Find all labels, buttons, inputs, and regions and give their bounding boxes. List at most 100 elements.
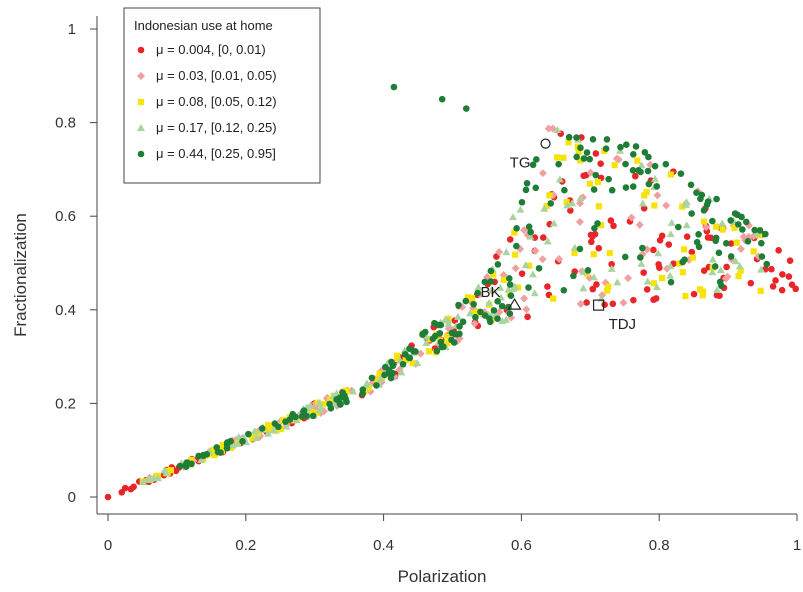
data-point <box>630 296 637 304</box>
data-point <box>481 312 489 319</box>
data-point <box>563 201 572 209</box>
data-point <box>727 240 735 247</box>
data-point <box>531 246 540 255</box>
data-point <box>252 434 261 442</box>
data-point <box>118 489 126 496</box>
data-point <box>490 271 497 278</box>
data-point <box>327 396 334 403</box>
data-point <box>576 245 584 253</box>
data-point <box>644 167 652 175</box>
data-point <box>631 172 639 180</box>
data-point <box>700 218 708 225</box>
data-point <box>737 267 744 274</box>
data-point <box>681 246 688 253</box>
data-point <box>579 284 588 292</box>
data-point <box>611 162 618 169</box>
data-point <box>716 278 724 286</box>
data-point <box>217 449 224 456</box>
y-tick-label: 1 <box>68 21 76 38</box>
data-point <box>376 374 385 382</box>
data-point <box>637 161 646 169</box>
annotation-label: BK <box>480 284 500 301</box>
data-point <box>524 313 531 321</box>
data-point <box>736 245 745 254</box>
data-point <box>455 301 462 309</box>
data-point <box>245 430 252 438</box>
data-point <box>750 248 757 255</box>
data-point <box>528 270 537 278</box>
data-point <box>468 295 476 302</box>
data-point <box>703 201 711 209</box>
data-point <box>498 316 507 324</box>
data-point <box>550 295 557 302</box>
data-point <box>603 287 611 294</box>
data-point <box>494 315 501 322</box>
data-point <box>735 273 742 280</box>
data-point <box>513 242 520 250</box>
data-point <box>571 249 578 256</box>
data-point <box>594 220 601 227</box>
data-point <box>153 474 162 482</box>
data-point <box>555 175 564 183</box>
data-point <box>523 179 531 187</box>
data-point <box>639 244 646 252</box>
data-point <box>560 154 567 161</box>
data-point <box>662 201 671 210</box>
data-point <box>641 149 649 156</box>
data-point <box>653 183 661 190</box>
data-point <box>223 444 231 452</box>
data-point <box>700 207 708 214</box>
legend-entry: μ = 0.44, [0.25, 0.95] <box>156 146 276 161</box>
data-point <box>666 230 675 238</box>
data-point <box>376 373 383 380</box>
data-point <box>638 250 647 259</box>
data-point <box>650 296 657 304</box>
data-point <box>570 272 577 280</box>
data-point <box>359 390 366 398</box>
data-point <box>405 354 413 362</box>
data-point <box>622 160 629 168</box>
data-point <box>721 274 730 283</box>
data-point <box>306 401 315 409</box>
data-point <box>389 369 396 377</box>
data-point <box>538 169 547 178</box>
data-point <box>778 286 786 294</box>
data-point <box>462 105 470 112</box>
data-point <box>425 348 433 355</box>
data-point <box>689 254 696 261</box>
data-point <box>608 186 616 194</box>
data-point <box>606 250 613 257</box>
data-point <box>494 298 501 305</box>
data-point <box>610 222 617 230</box>
data-point <box>576 299 585 308</box>
annotation-label: TDJ <box>609 316 637 333</box>
x-tick-label: 0 <box>104 537 112 554</box>
data-point <box>607 264 616 272</box>
axes: 0 0.2 0.4 0.6 0.8 1 0 0.2 0.4 0.6 0.8 1 <box>55 16 801 554</box>
data-point <box>601 301 608 308</box>
data-point <box>586 155 593 163</box>
data-point <box>758 239 765 247</box>
data-point <box>640 205 648 212</box>
data-point <box>422 332 431 340</box>
data-point <box>577 157 584 164</box>
data-point <box>567 207 574 214</box>
data-point <box>549 219 558 227</box>
data-point <box>645 180 653 188</box>
data-point <box>734 221 742 228</box>
data-point <box>282 422 291 430</box>
data-point <box>667 171 674 178</box>
data-point <box>641 192 648 199</box>
data-point <box>389 362 397 370</box>
data-point <box>495 308 504 317</box>
data-point <box>635 220 644 229</box>
data-point <box>211 451 218 459</box>
annotation-marker <box>507 297 522 310</box>
data-point <box>676 260 683 267</box>
data-point <box>316 403 325 411</box>
x-tick-label: 0.4 <box>373 537 394 554</box>
data-point <box>506 236 514 243</box>
data-point <box>589 233 596 240</box>
data-point <box>667 218 676 226</box>
